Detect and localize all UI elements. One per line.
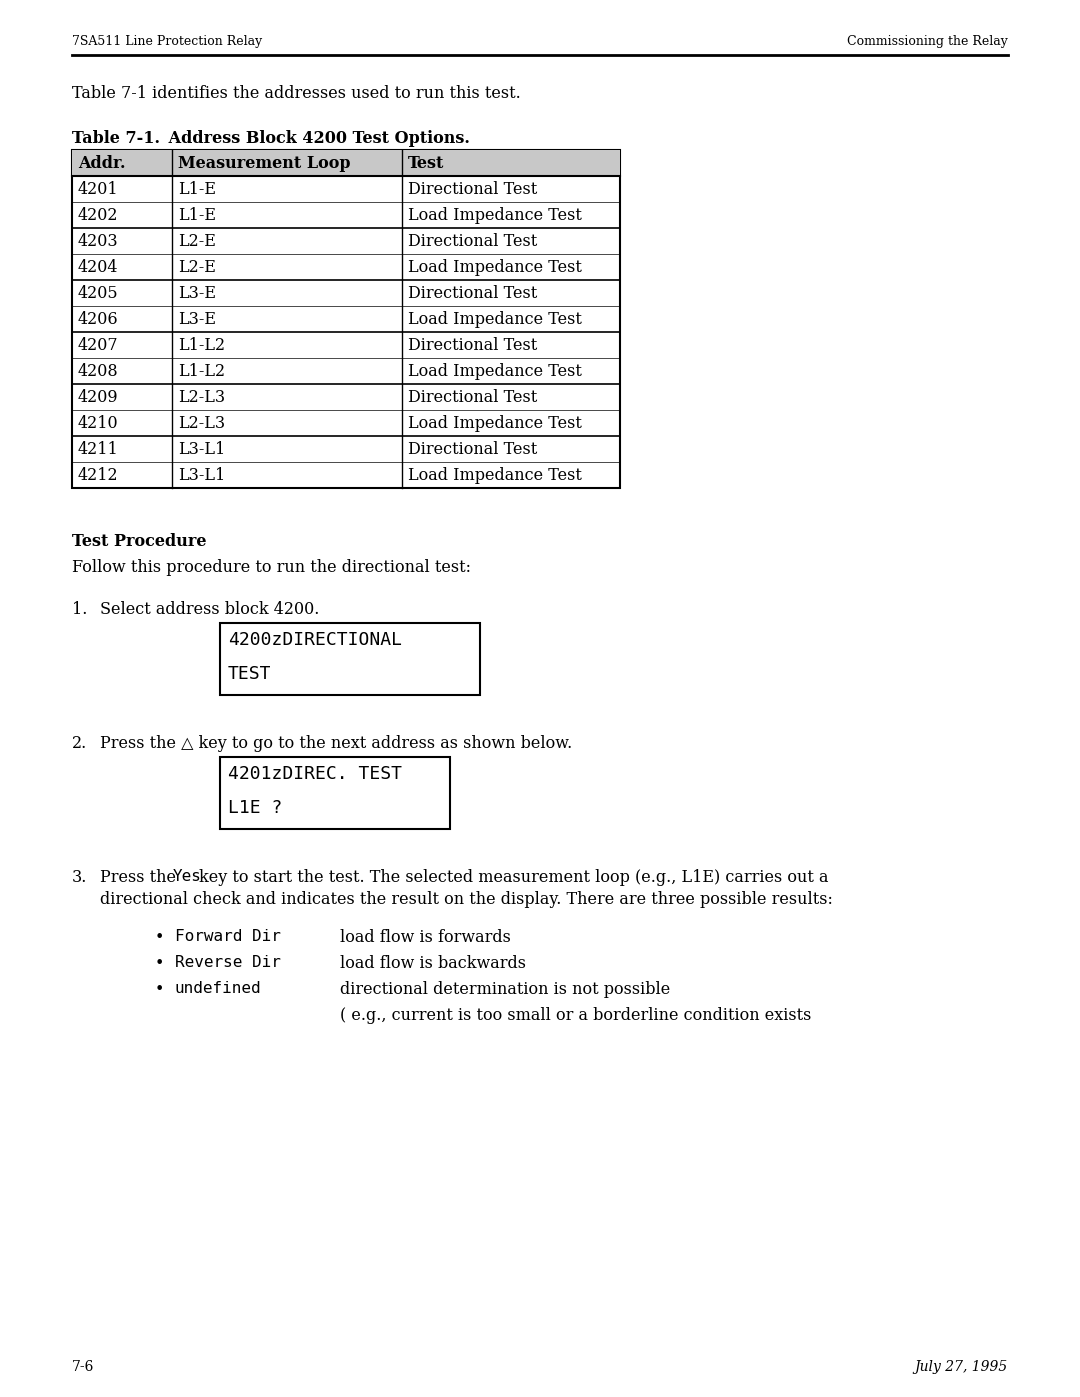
Text: directional check and indicates the result on the display. There are three possi: directional check and indicates the resu… bbox=[100, 891, 833, 908]
Text: 4204: 4204 bbox=[78, 258, 119, 277]
Text: •: • bbox=[156, 981, 164, 997]
Text: L2-L3: L2-L3 bbox=[178, 388, 225, 407]
Text: 4200zDIRECTIONAL: 4200zDIRECTIONAL bbox=[228, 631, 402, 650]
Text: L1-E: L1-E bbox=[178, 182, 216, 198]
Text: 2.: 2. bbox=[72, 735, 87, 752]
Text: 4210: 4210 bbox=[78, 415, 119, 432]
Text: Press the: Press the bbox=[100, 869, 181, 886]
Text: L2-E: L2-E bbox=[178, 258, 216, 277]
Text: •: • bbox=[156, 929, 164, 946]
Text: Directional Test: Directional Test bbox=[408, 182, 537, 198]
Text: 7SA511 Line Protection Relay: 7SA511 Line Protection Relay bbox=[72, 35, 262, 47]
Text: key to start the test. The selected measurement loop (e.g., L1E) carries out a: key to start the test. The selected meas… bbox=[199, 869, 828, 886]
Bar bbox=[72, 149, 620, 176]
Text: directional determination is not possible: directional determination is not possibl… bbox=[340, 981, 671, 997]
Text: L1E ?: L1E ? bbox=[228, 799, 282, 817]
Text: 4209: 4209 bbox=[78, 388, 119, 407]
Text: Load Impedance Test: Load Impedance Test bbox=[408, 207, 582, 224]
Text: Directional Test: Directional Test bbox=[408, 337, 537, 353]
Text: 4206: 4206 bbox=[78, 312, 119, 328]
Text: Select address block 4200.: Select address block 4200. bbox=[100, 601, 320, 617]
Text: 4201zDIREC. TEST: 4201zDIREC. TEST bbox=[228, 766, 402, 782]
Text: Load Impedance Test: Load Impedance Test bbox=[408, 312, 582, 328]
Text: 4205: 4205 bbox=[78, 285, 119, 302]
Text: 4203: 4203 bbox=[78, 233, 119, 250]
Text: 7-6: 7-6 bbox=[72, 1361, 94, 1375]
Text: L3-E: L3-E bbox=[178, 285, 216, 302]
Text: Forward Dir: Forward Dir bbox=[175, 929, 281, 944]
Text: Yes: Yes bbox=[173, 869, 202, 884]
Bar bbox=[72, 149, 620, 488]
Text: ( e.g., current is too small or a borderline condition exists: ( e.g., current is too small or a border… bbox=[340, 1007, 811, 1024]
Text: L3-E: L3-E bbox=[178, 312, 216, 328]
Text: L1-L2: L1-L2 bbox=[178, 363, 225, 380]
Text: load flow is backwards: load flow is backwards bbox=[340, 956, 526, 972]
Text: Directional Test: Directional Test bbox=[408, 233, 537, 250]
Text: L3-L1: L3-L1 bbox=[178, 467, 226, 483]
Text: load flow is forwards: load flow is forwards bbox=[340, 929, 511, 946]
Text: Address Block 4200 Test Options.: Address Block 4200 Test Options. bbox=[163, 130, 470, 147]
Text: Commissioning the Relay: Commissioning the Relay bbox=[847, 35, 1008, 47]
Text: Addr.: Addr. bbox=[78, 155, 125, 172]
Text: L1-L2: L1-L2 bbox=[178, 337, 225, 353]
Text: 4211: 4211 bbox=[78, 441, 119, 458]
Text: L1-E: L1-E bbox=[178, 207, 216, 224]
Text: Table 7-1 identifies the addresses used to run this test.: Table 7-1 identifies the addresses used … bbox=[72, 85, 521, 102]
Text: L3-L1: L3-L1 bbox=[178, 441, 226, 458]
Text: undefined: undefined bbox=[175, 981, 261, 996]
Text: Load Impedance Test: Load Impedance Test bbox=[408, 467, 582, 483]
Text: Reverse Dir: Reverse Dir bbox=[175, 956, 281, 970]
Text: Test Procedure: Test Procedure bbox=[72, 534, 206, 550]
Text: Load Impedance Test: Load Impedance Test bbox=[408, 363, 582, 380]
Text: 1.: 1. bbox=[72, 601, 87, 617]
Text: L2-E: L2-E bbox=[178, 233, 216, 250]
Text: Follow this procedure to run the directional test:: Follow this procedure to run the directi… bbox=[72, 559, 471, 576]
Text: July 27, 1995: July 27, 1995 bbox=[915, 1361, 1008, 1375]
Text: Load Impedance Test: Load Impedance Test bbox=[408, 258, 582, 277]
Text: L2-L3: L2-L3 bbox=[178, 415, 225, 432]
Bar bbox=[220, 623, 480, 694]
Text: •: • bbox=[156, 956, 164, 972]
Text: Directional Test: Directional Test bbox=[408, 388, 537, 407]
Text: 4201: 4201 bbox=[78, 182, 119, 198]
Text: Press the △ key to go to the next address as shown below.: Press the △ key to go to the next addres… bbox=[100, 735, 572, 752]
Text: Measurement Loop: Measurement Loop bbox=[178, 155, 351, 172]
Text: 4212: 4212 bbox=[78, 467, 119, 483]
Bar bbox=[220, 757, 450, 828]
Text: 3.: 3. bbox=[72, 869, 87, 886]
Text: Directional Test: Directional Test bbox=[408, 285, 537, 302]
Text: Table 7-1.: Table 7-1. bbox=[72, 130, 160, 147]
Text: TEST: TEST bbox=[228, 665, 271, 683]
Text: Directional Test: Directional Test bbox=[408, 441, 537, 458]
Text: Test: Test bbox=[408, 155, 444, 172]
Text: Load Impedance Test: Load Impedance Test bbox=[408, 415, 582, 432]
Text: 4208: 4208 bbox=[78, 363, 119, 380]
Text: 4207: 4207 bbox=[78, 337, 119, 353]
Text: 4202: 4202 bbox=[78, 207, 119, 224]
